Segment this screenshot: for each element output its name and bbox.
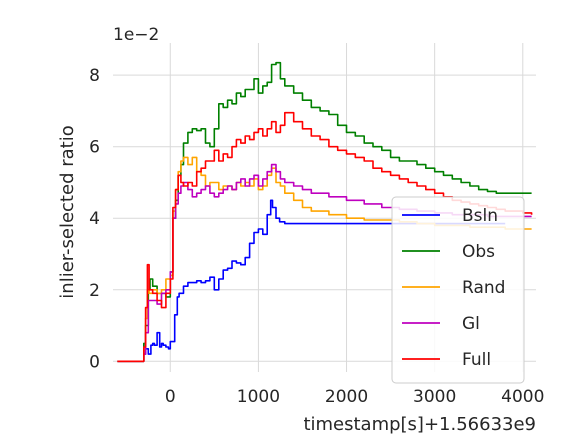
series-line-bsln (117, 199, 506, 363)
y-tick-label: 8 (89, 66, 100, 86)
y-scale-label: 1e−2 (113, 25, 159, 45)
legend-label-gl: Gl (462, 314, 480, 334)
legend-label-obs: Obs (462, 242, 495, 262)
series-lines (117, 61, 533, 363)
y-tick-label: 4 (89, 209, 100, 229)
x-tick-label: 3000 (413, 387, 456, 407)
legend-label-bsln: Bsln (462, 206, 498, 226)
x-tick-label: 0 (165, 387, 176, 407)
y-tick-label: 6 (89, 138, 100, 158)
legend-label-rand: Rand (462, 278, 505, 298)
y-tick-labels: 0 2 4 6 8 (89, 66, 100, 372)
y-tick-label: 2 (89, 281, 100, 301)
x-tick-label: 4000 (501, 387, 544, 407)
x-axis-title: timestamp[s] (303, 414, 424, 435)
y-tick-label: 0 (89, 352, 100, 372)
legend: Bsln Obs Rand Gl Full (391, 196, 525, 384)
x-tick-labels: 0 1000 2000 3000 4000 (165, 387, 545, 407)
legend-label-full: Full (462, 350, 491, 370)
series-line-gl (117, 163, 532, 363)
y-axis-label: inlier-selected ratio (57, 125, 78, 298)
x-axis-label: timestamp[s]+1.56633e9 (303, 414, 536, 435)
x-tick-label: 1000 (237, 387, 280, 407)
legend-frame (391, 196, 525, 384)
x-tick-label: 2000 (325, 387, 368, 407)
x-offset-label: +1.56633e9 (424, 414, 536, 435)
series-line-full (117, 111, 533, 363)
